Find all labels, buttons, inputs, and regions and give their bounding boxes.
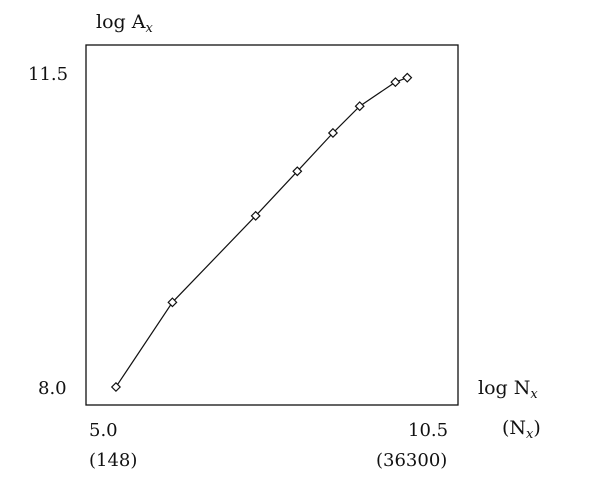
x-tick-sublabel-min: (148): [89, 450, 137, 471]
y-axis-label-base: log A: [96, 11, 146, 33]
x-tick-sublabel-max: (36300): [376, 450, 447, 471]
data-point-marker: [354, 101, 365, 112]
y-axis-label: log Ax: [96, 11, 153, 36]
x-tick-label-min: 5.0: [89, 420, 118, 441]
y-tick-label-min: 8.0: [38, 378, 67, 399]
data-point-marker: [292, 166, 303, 177]
plot-frame: [85, 44, 459, 406]
data-point-marker: [250, 210, 261, 221]
x-axis-secondary-open: (N: [502, 417, 526, 439]
x-axis-label: log Nx: [478, 377, 538, 402]
x-axis-secondary-close: ): [533, 417, 540, 439]
x-axis-secondary-label: (Nx): [502, 417, 541, 442]
x-axis-secondary-sub: x: [526, 427, 534, 442]
y-tick-label-max: 11.5: [28, 64, 68, 85]
x-tick-label-max: 10.5: [408, 420, 448, 441]
series-line: [115, 77, 408, 388]
data-point-marker: [327, 127, 339, 138]
y-axis-label-sub: x: [145, 21, 153, 36]
series-layer: [110, 72, 413, 393]
data-point-marker: [402, 72, 413, 83]
data-point-marker: [110, 381, 121, 393]
data-point-marker: [167, 297, 178, 308]
x-axis-label-base: log N: [478, 377, 530, 399]
data-point-marker: [390, 77, 401, 88]
x-axis-label-sub: x: [530, 387, 538, 402]
